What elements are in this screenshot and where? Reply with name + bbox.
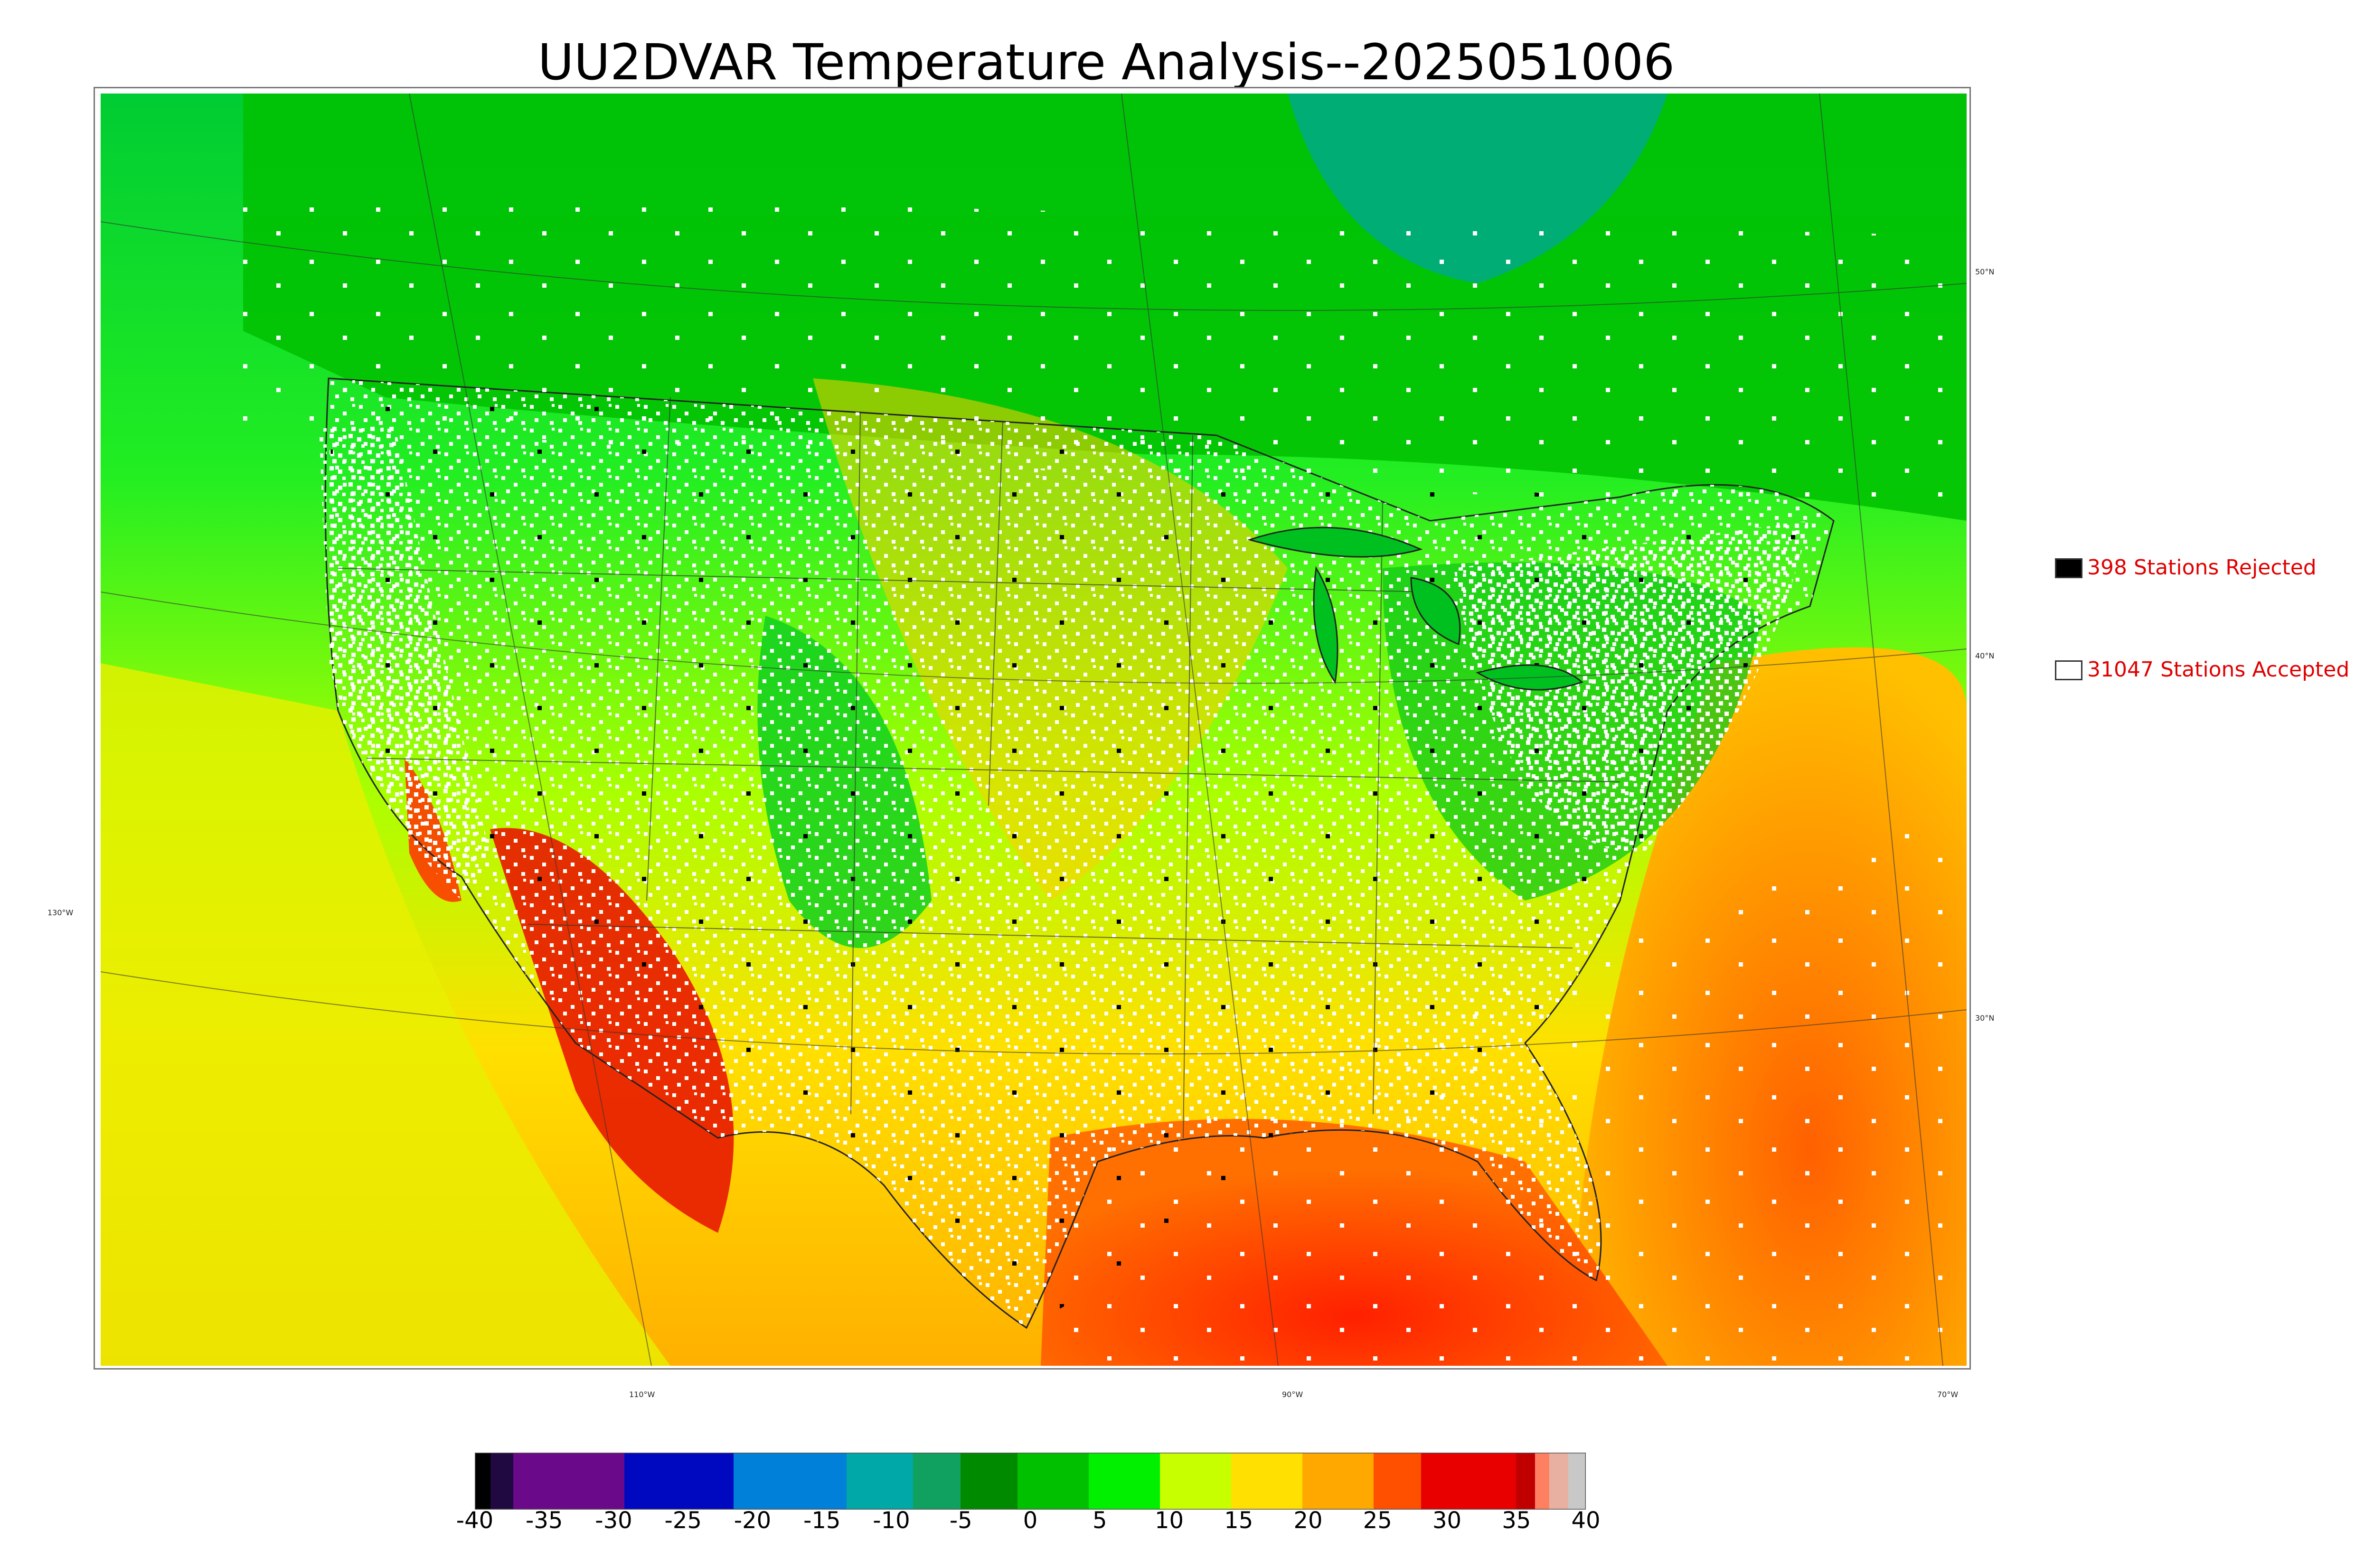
colorbar-tick-label: -15	[803, 1507, 841, 1534]
colorbar-tick-label: 35	[1502, 1507, 1531, 1534]
legend-accepted-swatch	[2055, 660, 2082, 680]
colorbar-tick-label: -40	[456, 1507, 494, 1534]
colorbar-tick-label: 10	[1154, 1507, 1184, 1534]
lat-label-50: 50°N	[1975, 267, 1995, 276]
temperature-colorbar	[475, 1453, 1586, 1510]
map-title: UU2DVAR Temperature Analysis--2025051006	[537, 33, 1675, 91]
lon-label-90: 90°W	[1282, 1390, 1303, 1399]
colorbar-tick-label: -5	[949, 1507, 972, 1534]
colorbar-tick-label: 0	[1023, 1507, 1038, 1534]
colorbar-tick-label: -35	[526, 1507, 563, 1534]
colorbar-tick-label: -25	[664, 1507, 702, 1534]
colorbar-tick-label: -10	[873, 1507, 910, 1534]
lat-label-30: 30°N	[1975, 1014, 1995, 1023]
temperature-map	[101, 94, 1967, 1366]
colorbar-tick-label: 15	[1224, 1507, 1253, 1534]
pacific-yellow-region	[101, 663, 670, 1366]
colorbar-tick-label: -30	[595, 1507, 632, 1534]
lat-label-40: 40°N	[1975, 651, 1995, 660]
ocean-sparse-stations	[1050, 806, 1967, 1366]
graticule	[101, 94, 1967, 1366]
legend-rejected-swatch	[2055, 558, 2082, 578]
legend-rejected-label: 398 Stations Rejected	[2087, 555, 2317, 580]
colorbar-tick-label: 40	[1571, 1507, 1601, 1534]
lon-label-110: 110°W	[629, 1390, 655, 1399]
colorbar-tick-label: 20	[1293, 1507, 1323, 1534]
colorbar-tick-label: -20	[734, 1507, 772, 1534]
legend-accepted-label: 31047 Stations Accepted	[2087, 657, 2350, 682]
colorbar-tick-label: 5	[1092, 1507, 1107, 1534]
colorbar-tick-label: 30	[1432, 1507, 1462, 1534]
colorbar-tick-label: 25	[1363, 1507, 1392, 1534]
state-borders	[338, 397, 1620, 1138]
lon-label-130: 130°W	[47, 908, 74, 917]
great-lakes	[1247, 526, 1583, 691]
lon-label-70: 70°W	[1937, 1390, 1959, 1399]
